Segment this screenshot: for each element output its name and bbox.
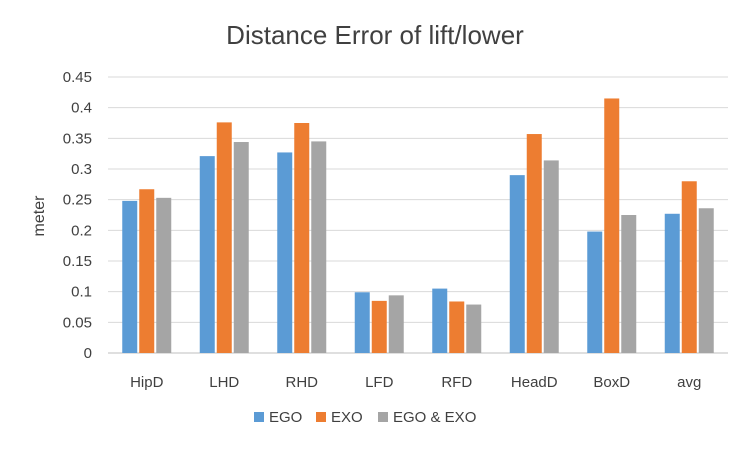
bar: [277, 152, 293, 353]
legend-swatch: [316, 412, 326, 422]
bar: [371, 300, 387, 353]
x-category-label: HeadD: [511, 374, 558, 391]
bar: [604, 98, 620, 353]
bar: [621, 215, 637, 353]
y-tick-label: 0.3: [71, 161, 92, 178]
legend: EGO EXO EGO & EXO: [254, 409, 476, 426]
y-tick-label: 0.2: [71, 222, 92, 239]
bar: [216, 122, 232, 354]
chart-title: Distance Error of lift/lower: [226, 20, 524, 50]
bar: [681, 181, 697, 353]
bar: [294, 123, 310, 353]
y-axis-ticks: 0 0.05 0.1 0.15 0.2 0.25 0.3 0.35 0.4 0.45: [63, 69, 92, 362]
legend-swatch: [254, 412, 264, 422]
bar: [526, 134, 542, 353]
y-axis-label: meter: [31, 195, 48, 237]
bar: [543, 160, 559, 353]
bar: [354, 292, 370, 353]
bar: [156, 197, 172, 353]
bars: [122, 98, 714, 354]
x-category-label: LFD: [365, 374, 394, 391]
y-tick-label: 0.45: [63, 69, 92, 86]
bar: [233, 142, 249, 353]
y-tick-label: 0.05: [63, 314, 92, 331]
x-category-label: HipD: [130, 374, 164, 391]
y-tick-label: 0.35: [63, 130, 92, 147]
bar: [311, 141, 327, 353]
y-tick-label: 0.15: [63, 253, 92, 270]
y-tick-label: 0: [84, 345, 92, 362]
y-tick-label: 0.4: [71, 100, 92, 117]
bar: [664, 213, 680, 353]
x-category-label: BoxD: [593, 374, 630, 391]
x-category-label: RHD: [286, 374, 319, 391]
bar: [199, 156, 215, 353]
legend-swatch: [378, 412, 388, 422]
bar: [449, 301, 465, 353]
x-axis-categories: HipD LHD RHD LFD RFD HeadD BoxD avg: [130, 374, 701, 391]
bar: [432, 288, 448, 353]
y-tick-label: 0.25: [63, 192, 92, 209]
bar: [509, 175, 525, 353]
legend-label: EXO: [331, 409, 363, 426]
x-category-label: LHD: [209, 374, 239, 391]
bar: [388, 295, 404, 353]
legend-label: EGO: [269, 409, 302, 426]
bar: [139, 189, 155, 353]
bar: [587, 231, 603, 353]
x-category-label: RFD: [441, 374, 472, 391]
bar: [466, 304, 482, 353]
bar: [122, 200, 138, 353]
x-category-label: avg: [677, 374, 701, 391]
legend-label: EGO & EXO: [393, 409, 476, 426]
y-tick-label: 0.1: [71, 284, 92, 301]
bar: [698, 208, 714, 353]
